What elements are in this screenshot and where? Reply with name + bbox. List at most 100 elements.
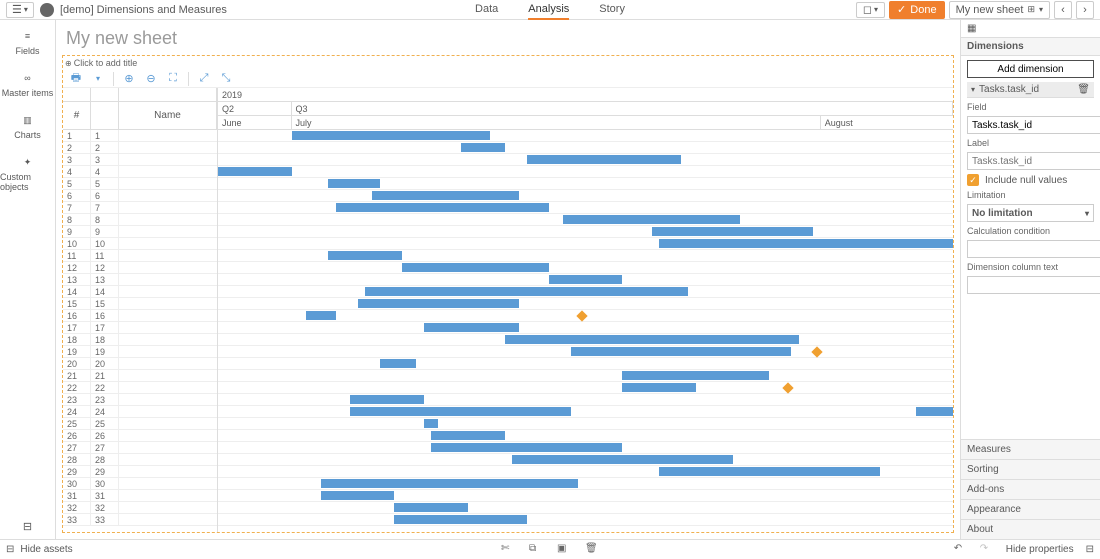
gantt-bar[interactable] [431, 443, 622, 452]
assets-fields[interactable]: ≡Fields [15, 28, 39, 56]
print-icon[interactable]: 🖶 [69, 72, 83, 86]
zoom-out-icon[interactable]: ⊖ [144, 72, 158, 86]
gantt-bar[interactable] [659, 239, 953, 248]
gantt-bar[interactable] [424, 323, 520, 332]
prev-sheet-button[interactable]: ‹ [1054, 1, 1072, 19]
fit-icon[interactable]: ⛶ [166, 72, 180, 86]
paste-icon[interactable]: ▣ [557, 543, 571, 557]
tab-data[interactable]: Data [475, 0, 498, 20]
gantt-bar[interactable] [549, 275, 623, 284]
table-row[interactable]: 1010 [63, 238, 217, 250]
table-row[interactable]: 55 [63, 178, 217, 190]
table-row[interactable]: 3333 [63, 514, 217, 526]
gantt-bar[interactable] [394, 503, 468, 512]
table-row[interactable]: 1111 [63, 250, 217, 262]
addons-section[interactable]: Add-ons [961, 479, 1100, 499]
gantt-bar[interactable] [424, 419, 439, 428]
table-row[interactable]: 2828 [63, 454, 217, 466]
gantt-bar[interactable] [365, 287, 688, 296]
table-row[interactable]: 2929 [63, 466, 217, 478]
table-row[interactable]: 2525 [63, 418, 217, 430]
gantt-bar[interactable] [321, 491, 395, 500]
table-row[interactable]: 22 [63, 142, 217, 154]
measures-section[interactable]: Measures [961, 439, 1100, 459]
gantt-milestone[interactable] [782, 382, 793, 393]
sheet-title[interactable]: My new sheet [62, 26, 954, 55]
table-row[interactable]: 44 [63, 166, 217, 178]
table-row[interactable]: 11 [63, 130, 217, 142]
gantt-bar[interactable] [394, 515, 526, 524]
collapse-props-icon[interactable]: ⊟ [1086, 544, 1094, 555]
table-row[interactable]: 77 [63, 202, 217, 214]
gantt-bar[interactable] [336, 203, 549, 212]
dropdown-icon[interactable]: ▾ [91, 72, 105, 86]
gantt-bar[interactable] [218, 167, 292, 176]
table-row[interactable]: 1919 [63, 346, 217, 358]
table-row[interactable]: 1313 [63, 274, 217, 286]
table-row[interactable]: 1616 [63, 310, 217, 322]
collapse-assets-icon[interactable]: ⊟ [21, 519, 35, 533]
gantt-bar[interactable] [306, 311, 335, 320]
bookmark-button[interactable]: ◻ ▾ [856, 2, 885, 18]
calc-cond-input[interactable] [967, 240, 1100, 258]
assets-master[interactable]: ∞Master items [2, 70, 54, 98]
copy-icon[interactable]: ⧉ [529, 543, 543, 557]
table-row[interactable]: 2626 [63, 430, 217, 442]
table-row[interactable]: 1818 [63, 334, 217, 346]
gantt-milestone[interactable] [812, 346, 823, 357]
expand-icon[interactable]: ⤢ [197, 72, 211, 86]
add-dimension-button[interactable]: Add dimension [967, 60, 1094, 78]
gantt-bar[interactable] [659, 467, 880, 476]
tab-story[interactable]: Story [599, 0, 625, 20]
include-null-checkbox[interactable]: ✓ [967, 174, 979, 186]
delete-icon[interactable]: 🗑 [1077, 84, 1090, 95]
table-row[interactable]: 2222 [63, 382, 217, 394]
table-row[interactable]: 1414 [63, 286, 217, 298]
assets-custom[interactable]: ✦Custom objects [0, 154, 55, 192]
gantt-milestone[interactable] [576, 310, 587, 321]
tab-analysis[interactable]: Analysis [528, 0, 569, 20]
redo-icon[interactable]: ↷ [980, 543, 994, 557]
gantt-visualization[interactable]: ⊕Click to add title 🖶 ▾ ⊕ ⊖ ⛶ ⤢ ⤡ # Name [62, 55, 954, 533]
sheet-dropdown[interactable]: My new sheet ⊞ ▾ [949, 1, 1050, 19]
limitation-select[interactable]: No limitation▾ [967, 204, 1094, 222]
dim-col-text-input[interactable] [967, 276, 1100, 294]
table-row[interactable]: 2323 [63, 394, 217, 406]
dimensions-header[interactable]: Dimensions [961, 38, 1100, 56]
gantt-bar[interactable] [380, 359, 417, 368]
gantt-bar[interactable] [563, 215, 739, 224]
table-row[interactable]: 2020 [63, 358, 217, 370]
gantt-bar[interactable] [328, 251, 402, 260]
table-row[interactable]: 3131 [63, 490, 217, 502]
gantt-bar[interactable] [527, 155, 681, 164]
gantt-bar[interactable] [505, 335, 799, 344]
cut-icon[interactable]: ✄ [501, 543, 515, 557]
sorting-section[interactable]: Sorting [961, 459, 1100, 479]
hide-assets-label[interactable]: Hide assets [20, 544, 72, 555]
table-row[interactable]: 2121 [63, 370, 217, 382]
about-section[interactable]: About [961, 519, 1100, 539]
assets-charts[interactable]: ▥Charts [14, 112, 41, 140]
table-row[interactable]: 2424 [63, 406, 217, 418]
gantt-bar[interactable] [358, 299, 520, 308]
done-button[interactable]: ✓Done [889, 1, 945, 19]
gantt-bar[interactable] [622, 383, 696, 392]
gantt-bar[interactable] [350, 407, 571, 416]
table-row[interactable]: 33 [63, 154, 217, 166]
gantt-bar[interactable] [571, 347, 792, 356]
gantt-bar[interactable] [402, 263, 549, 272]
table-row[interactable]: 2727 [63, 442, 217, 454]
label-input[interactable] [967, 152, 1100, 170]
gantt-bar[interactable] [372, 191, 519, 200]
zoom-in-icon[interactable]: ⊕ [122, 72, 136, 86]
undo-icon[interactable]: ↶ [954, 543, 968, 557]
gantt-bar[interactable] [512, 455, 733, 464]
gantt-bar[interactable] [350, 395, 424, 404]
gantt-bar[interactable] [622, 371, 769, 380]
hide-props-label[interactable]: Hide properties [1006, 544, 1074, 555]
table-row[interactable]: 1515 [63, 298, 217, 310]
table-row[interactable]: 99 [63, 226, 217, 238]
gantt-bar[interactable] [328, 179, 379, 188]
collapse-icon[interactable]: ⤡ [219, 72, 233, 86]
next-sheet-button[interactable]: › [1076, 1, 1094, 19]
